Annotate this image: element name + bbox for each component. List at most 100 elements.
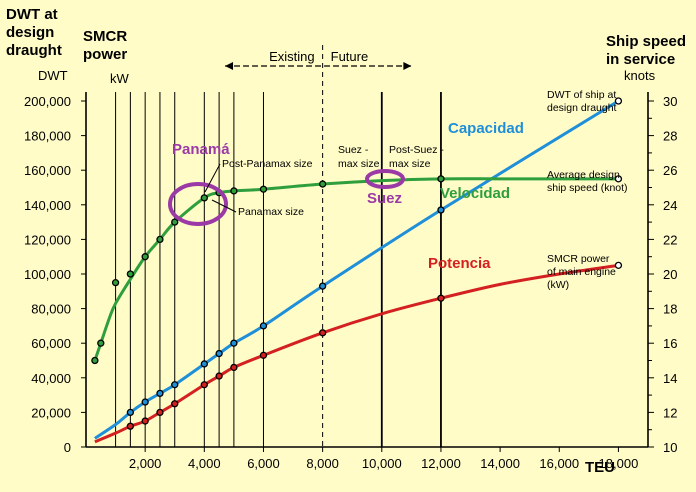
x-unit-label: TEU [585,459,615,476]
marker-potencia [171,400,179,408]
marker-potencia [259,351,268,359]
marker-capacidad [156,389,164,398]
endpoint-potencia [614,261,623,270]
right-axis-header-line: in service [606,51,675,68]
speed-note: ship speed (knot) [547,182,628,194]
x-tick-label: 16,000 [539,456,579,471]
marker-potencia [230,363,238,372]
smcr-note: of main engine [547,266,616,278]
post-panamax-leader [204,163,221,193]
marker-velocidad [318,180,327,188]
left-tick-label: 40,000 [31,371,71,386]
marker-velocidad [200,194,208,202]
panama-ellipse [168,182,228,226]
existing-label: Existing [269,49,315,64]
marker-potencia [437,294,445,302]
suez-ellipse [365,169,405,189]
right-tick-label: 30 [663,94,677,109]
left-axis-header-line: DWT at [6,6,58,23]
right-tick-label: 24 [663,198,677,213]
marker-capacidad [215,349,223,358]
right-tick-label: 28 [663,129,677,144]
left-axis-header-line: design [6,24,54,41]
dwt-note: DWT of ship at [547,89,616,101]
marker-capacidad [171,381,179,389]
marker-potencia [200,381,208,389]
axes [85,92,649,448]
x-tick-label: 6,000 [247,456,280,471]
smcr-note: (kW) [547,279,569,291]
left-axis-header-line: draught [6,42,62,59]
region-label-suez: Suez [367,190,402,207]
marker-velocidad [156,235,164,244]
series-label-velocidad: Velocidad [440,185,510,202]
post-suez-max-note: Post-Suez - [389,144,444,156]
marker-capacidad [141,398,149,406]
marker-velocidad [437,175,445,183]
post-suez-max-note: max size [389,158,431,170]
marker-potencia [141,417,149,425]
panamax-leader [211,199,237,213]
right-tick-label: 14 [663,371,677,386]
marker-velocidad [91,356,99,365]
left-tick-label: 20,000 [31,405,71,420]
x-tick-label: 12,000 [421,456,461,471]
left-tick-label: 140,000 [24,198,71,213]
left-tick-label: 100,000 [24,267,71,282]
panamax-note: Panamax size [238,206,304,218]
suez-max-note: Suez - [338,144,369,156]
marker-velocidad [259,185,268,193]
marker-capacidad [437,206,445,214]
marker-potencia [156,408,164,417]
series-line-velocidad [93,177,619,361]
marker-velocidad [230,187,238,195]
x-tick-label: 10,000 [362,456,402,471]
right-tick-label: 12 [663,405,677,420]
right-tick-label: 10 [663,440,677,455]
marker-potencia [215,372,223,380]
x-tick-label: 2,000 [129,456,162,471]
endpoint-capacidad [614,97,623,105]
marker-capacidad [200,360,208,368]
marker-velocidad [97,339,105,347]
left-tick-label: 80,000 [31,302,71,317]
series-markers [91,97,623,430]
left-tick-label: 180,000 [24,129,71,144]
right-tick-label: 26 [663,163,677,178]
series-label-potencia: Potencia [428,255,491,272]
smcr-note: SMCR power [547,253,610,265]
vertical-gridlines: Existing Future [115,45,442,447]
power-header-line: power [83,46,127,63]
region-label-panama: Panamá [172,141,230,158]
marker-velocidad [141,253,149,261]
right-tick-label: 18 [663,302,677,317]
arrow-head-right [403,62,412,70]
right-axis-header-line: Ship speed [606,33,686,50]
right-tick-label: 22 [663,232,677,247]
arrow-head-left [225,62,234,70]
suez-max-note: max size [338,158,380,170]
marker-capacidad [126,408,135,417]
series-line-potencia [94,263,619,444]
left-tick-label: 200,000 [24,94,71,109]
annotations: Capacidad Potencia Velocidad Panamá Suez Post… [168,89,628,291]
left-tick-label: 0 [64,440,71,455]
right-axis-unit: knots [624,68,656,83]
x-tick-label: 18,000 [599,456,639,471]
right-tick-label: 16 [663,336,677,351]
x-tick-label: 4,000 [188,456,221,471]
speed-note: Average design [547,169,620,181]
left-tick-label: 60,000 [31,336,71,351]
tick-labels: 0 20,000 40,000 60,000 80,000 100,000 120,000 1… [24,94,677,476]
marker-potencia [126,422,135,430]
future-label: Future [331,49,369,64]
marker-velocidad [111,278,120,287]
endpoint-velocidad [614,175,623,183]
post-panamax-note: Post-Panamax size [222,158,313,170]
power-unit: kW [110,71,130,86]
marker-potencia [318,329,327,337]
left-tick-label: 120,000 [24,232,71,247]
power-header-line: SMCR [83,28,127,45]
